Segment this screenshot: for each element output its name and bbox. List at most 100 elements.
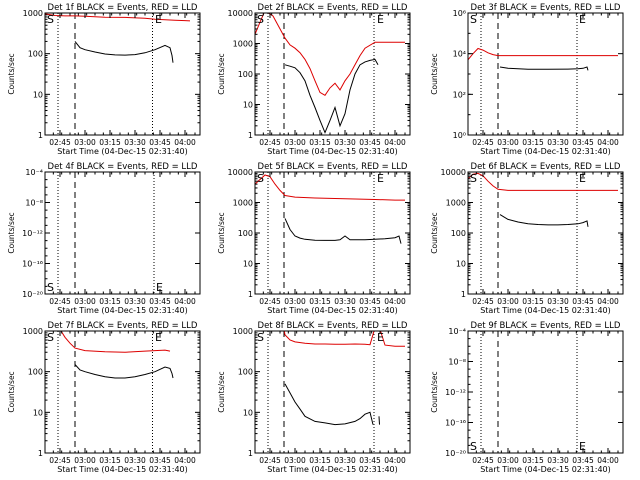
end-marker-label: E	[579, 172, 586, 185]
chart-title: Det 1f BLACK = Events, RED = LLD	[48, 3, 198, 13]
x-tick-label: 02:45	[49, 297, 71, 306]
plot-frame	[254, 12, 411, 136]
time-markers	[480, 331, 578, 453]
end-marker-label: E	[377, 13, 384, 26]
x-tick-label: 04:00	[384, 456, 406, 465]
x-axis-label: Start Time (04-Dec-15 02:31:40)	[267, 147, 398, 156]
x-axis-label: Start Time (04-Dec-15 02:31:40)	[57, 465, 188, 474]
y-tick-label: 1	[248, 290, 253, 299]
end-marker-label: E	[579, 13, 586, 26]
x-tick-label: 03:15	[309, 138, 331, 147]
series-group	[255, 13, 405, 134]
lld-series-line	[283, 331, 405, 347]
x-tick-label: 02:45	[259, 297, 281, 306]
y-tick-label: 10⁻⁴	[448, 327, 466, 336]
y-tick-label: 10	[33, 408, 43, 417]
x-tick-label: 02:45	[259, 456, 281, 465]
y-tick-label: 1	[248, 131, 253, 140]
y-tick-label: 10⁻²⁰	[22, 290, 43, 299]
y-tick-label: 1	[248, 449, 253, 458]
y-axis-ticks: 1 10 100 1000 10000	[228, 9, 410, 140]
start-marker-label: S	[470, 440, 477, 453]
start-marker-label: S	[257, 172, 264, 185]
x-tick-label: 04:00	[174, 456, 196, 465]
x-tick-label: 03:30	[334, 456, 356, 465]
y-axis-label: Counts/sec	[217, 371, 226, 412]
y-tick-label: 1000	[446, 199, 466, 208]
x-tick-label: 03:15	[522, 138, 544, 147]
x-tick-label: 03:30	[124, 456, 146, 465]
y-tick-label: 1000	[233, 327, 253, 336]
y-tick-label: 1	[38, 131, 43, 140]
y-tick-label: 1000	[233, 40, 253, 49]
y-tick-label: 10	[456, 260, 466, 269]
y-tick-label: 10⁴	[453, 50, 466, 59]
end-marker-label: E	[155, 13, 162, 26]
x-tick-label: 03:00	[74, 297, 96, 306]
time-markers	[480, 13, 578, 135]
x-axis-label: Start Time (04-Dec-15 02:31:40)	[267, 465, 398, 474]
series-group	[60, 331, 174, 379]
x-tick-label: 03:45	[149, 297, 171, 306]
x-tick-label: 03:15	[99, 297, 121, 306]
x-axis-label: Start Time (04-Dec-15 02:31:40)	[480, 147, 611, 156]
lld-series-line	[255, 13, 405, 96]
x-tick-label: 03:00	[284, 456, 306, 465]
x-tick-label: 03:30	[547, 138, 569, 147]
end-marker-label: E	[579, 440, 586, 453]
start-marker-label: S	[470, 13, 477, 26]
x-axis-label: Start Time (04-Dec-15 02:31:40)	[267, 306, 398, 315]
x-axis-label: Start Time (04-Dec-15 02:31:40)	[480, 306, 611, 315]
y-tick-label: 10⁻¹²	[445, 388, 466, 397]
time-markers	[267, 331, 375, 453]
y-tick-label: 10⁻⁸	[448, 358, 466, 367]
y-tick-label: 1000	[23, 327, 43, 336]
x-tick-label: 03:45	[149, 456, 171, 465]
y-tick-label: 10	[243, 408, 253, 417]
time-markers	[57, 331, 153, 453]
x-axis-label: Start Time (04-Dec-15 02:31:40)	[57, 306, 188, 315]
x-tick-label: 03:45	[572, 138, 594, 147]
y-axis-label: Counts/sec	[430, 53, 439, 94]
y-axis-ticks: 1 10 100 1000 10000	[228, 168, 410, 299]
end-marker-label: E	[377, 331, 384, 344]
lld-series-line	[468, 172, 618, 191]
x-tick-label: 03:00	[497, 297, 519, 306]
plot-frame	[254, 330, 411, 454]
time-markers	[267, 172, 375, 294]
events-series-line	[284, 383, 374, 426]
series-group	[468, 172, 618, 227]
y-tick-label: 1	[461, 290, 466, 299]
plot-frame	[44, 330, 201, 454]
chart-title: Det 8f BLACK = Events, RED = LLD	[258, 321, 408, 331]
lld-series-line	[45, 13, 191, 22]
y-tick-label: 100	[238, 70, 253, 79]
y-tick-label: 10⁻²⁰	[445, 449, 466, 458]
series-group	[283, 331, 405, 426]
y-axis-ticks: 1 10 100 1000	[23, 327, 200, 458]
start-marker-label: S	[470, 172, 477, 185]
start-marker-label: S	[47, 331, 54, 344]
start-marker-label: S	[257, 331, 264, 344]
y-tick-label: 100	[451, 229, 466, 238]
x-axis-ticks: 02:45 03:00 03:15 03:30 03:45 04:00	[49, 331, 196, 465]
y-axis-label: Counts/sec	[217, 53, 226, 94]
y-axis-label: Counts/sec	[7, 53, 16, 94]
events-series-line	[378, 416, 380, 425]
y-tick-label: 10⁻⁸	[25, 199, 43, 208]
y-tick-label: 10⁶	[453, 9, 466, 18]
x-tick-label: 03:00	[497, 456, 519, 465]
x-tick-label: 02:45	[49, 456, 71, 465]
x-tick-label: 03:45	[572, 297, 594, 306]
y-axis-ticks: 1 10 100 1000	[23, 9, 200, 140]
y-tick-label: 100	[28, 50, 43, 59]
start-marker-label: S	[47, 281, 54, 294]
